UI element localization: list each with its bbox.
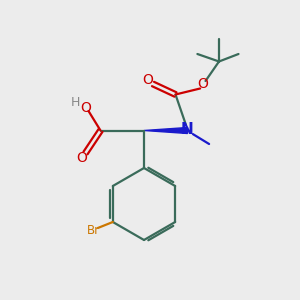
Text: O: O xyxy=(142,74,153,87)
Text: O: O xyxy=(76,152,87,165)
Polygon shape xyxy=(144,128,188,134)
Text: H: H xyxy=(70,95,80,109)
Text: Br: Br xyxy=(87,224,101,238)
Text: O: O xyxy=(80,101,91,115)
Text: N: N xyxy=(181,122,194,136)
Text: O: O xyxy=(197,77,208,91)
